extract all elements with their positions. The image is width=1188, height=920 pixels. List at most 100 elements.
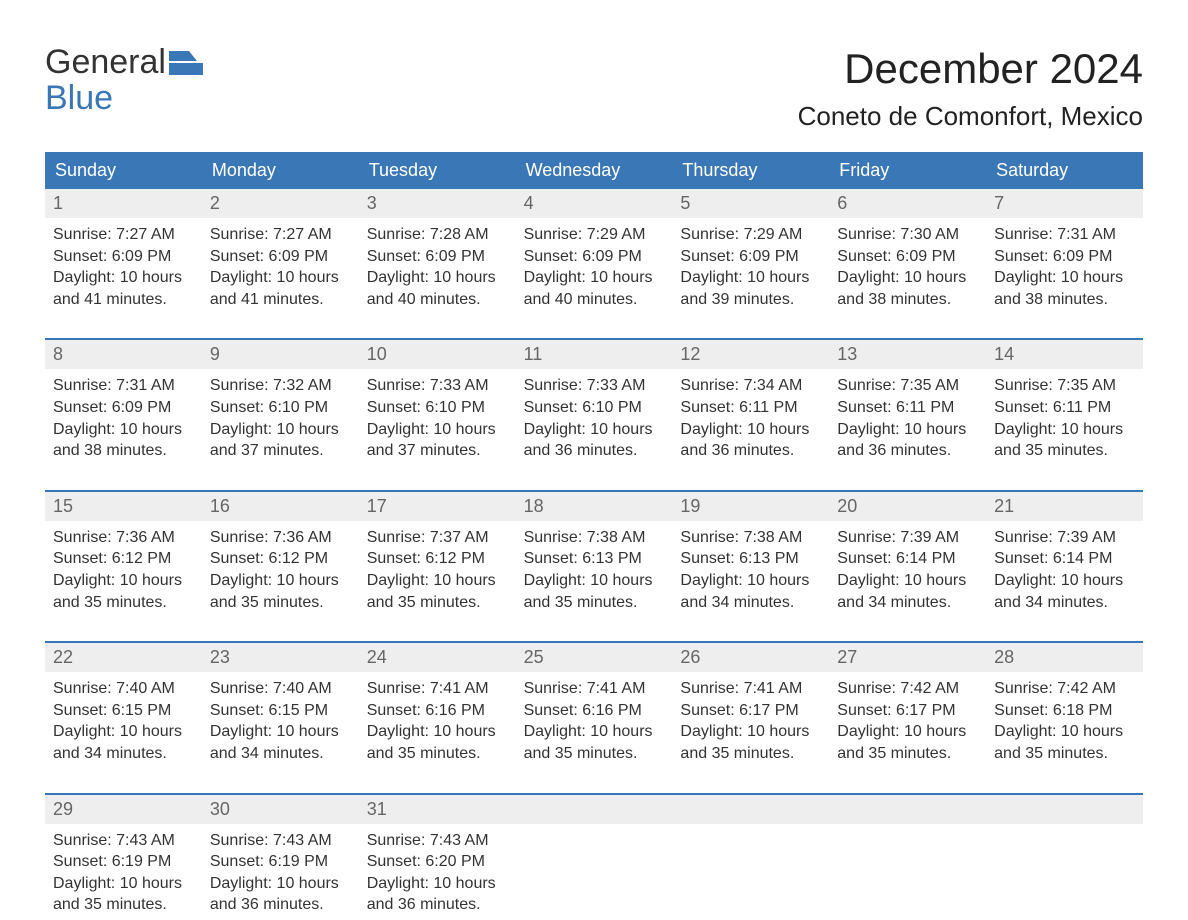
daylight-line-2: and 36 minutes. — [210, 894, 351, 916]
sunset-line: Sunset: 6:17 PM — [680, 700, 821, 722]
sunset-line: Sunset: 6:11 PM — [994, 397, 1135, 419]
day-cell: Sunrise: 7:36 AMSunset: 6:12 PMDaylight:… — [202, 521, 359, 617]
sunrise-line: Sunrise: 7:33 AM — [524, 375, 665, 397]
logo-text-2: Blue — [45, 81, 203, 117]
daylight-line-2: and 41 minutes. — [210, 289, 351, 311]
day-cell: Sunrise: 7:34 AMSunset: 6:11 PMDaylight:… — [672, 369, 829, 465]
sunrise-line: Sunrise: 7:35 AM — [994, 375, 1135, 397]
daylight-line-2: and 41 minutes. — [53, 289, 194, 311]
sunrise-line: Sunrise: 7:41 AM — [524, 678, 665, 700]
daylight-line-2: and 36 minutes. — [680, 440, 821, 462]
sunrise-line: Sunrise: 7:36 AM — [210, 527, 351, 549]
sunset-line: Sunset: 6:13 PM — [680, 548, 821, 570]
dow-wednesday: Wednesday — [516, 152, 673, 189]
sunrise-line: Sunrise: 7:41 AM — [680, 678, 821, 700]
sunrise-line: Sunrise: 7:41 AM — [367, 678, 508, 700]
calendar-week: 22232425262728Sunrise: 7:40 AMSunset: 6:… — [45, 641, 1143, 768]
daylight-line-1: Daylight: 10 hours — [367, 267, 508, 289]
day-cell: Sunrise: 7:35 AMSunset: 6:11 PMDaylight:… — [829, 369, 986, 465]
day-number-row: 15161718192021 — [45, 492, 1143, 521]
day-number: 26 — [672, 643, 829, 672]
day-number: 11 — [516, 340, 673, 369]
day-cell: Sunrise: 7:28 AMSunset: 6:09 PMDaylight:… — [359, 218, 516, 314]
daylight-line-1: Daylight: 10 hours — [367, 873, 508, 895]
day-number: 5 — [672, 189, 829, 218]
day-number: 29 — [45, 795, 202, 824]
sunset-line: Sunset: 6:09 PM — [524, 246, 665, 268]
sunset-line: Sunset: 6:17 PM — [837, 700, 978, 722]
daylight-line-2: and 36 minutes. — [837, 440, 978, 462]
sunset-line: Sunset: 6:14 PM — [994, 548, 1135, 570]
logo-flag-icon — [169, 51, 203, 75]
daylight-line-1: Daylight: 10 hours — [994, 419, 1135, 441]
day-cell: Sunrise: 7:43 AMSunset: 6:19 PMDaylight:… — [202, 824, 359, 920]
sunrise-line: Sunrise: 7:39 AM — [837, 527, 978, 549]
sunset-line: Sunset: 6:09 PM — [53, 246, 194, 268]
day-cell: Sunrise: 7:35 AMSunset: 6:11 PMDaylight:… — [986, 369, 1143, 465]
sunrise-line: Sunrise: 7:39 AM — [994, 527, 1135, 549]
daylight-line-1: Daylight: 10 hours — [53, 267, 194, 289]
daylight-line-2: and 35 minutes. — [367, 592, 508, 614]
daylight-line-2: and 36 minutes. — [367, 894, 508, 916]
day-cell: Sunrise: 7:29 AMSunset: 6:09 PMDaylight:… — [516, 218, 673, 314]
calendar-week: 891011121314Sunrise: 7:31 AMSunset: 6:09… — [45, 338, 1143, 465]
daylight-line-2: and 38 minutes. — [994, 289, 1135, 311]
sunrise-line: Sunrise: 7:30 AM — [837, 224, 978, 246]
month-title: December 2024 — [798, 45, 1143, 93]
sunrise-line: Sunrise: 7:28 AM — [367, 224, 508, 246]
daylight-line-2: and 34 minutes. — [53, 743, 194, 765]
day-cell: Sunrise: 7:31 AMSunset: 6:09 PMDaylight:… — [986, 218, 1143, 314]
daylight-line-1: Daylight: 10 hours — [994, 267, 1135, 289]
calendar-grid: Sunday Monday Tuesday Wednesday Thursday… — [45, 152, 1143, 920]
sunrise-line: Sunrise: 7:38 AM — [680, 527, 821, 549]
daylight-line-2: and 34 minutes. — [837, 592, 978, 614]
daylight-line-2: and 37 minutes. — [210, 440, 351, 462]
sunrise-line: Sunrise: 7:43 AM — [367, 830, 508, 852]
daylight-line-1: Daylight: 10 hours — [524, 721, 665, 743]
day-cell: Sunrise: 7:41 AMSunset: 6:16 PMDaylight:… — [359, 672, 516, 768]
sunset-line: Sunset: 6:19 PM — [53, 851, 194, 873]
daylight-line-2: and 36 minutes. — [524, 440, 665, 462]
sunrise-line: Sunrise: 7:29 AM — [680, 224, 821, 246]
location-subtitle: Coneto de Comonfort, Mexico — [798, 101, 1143, 132]
daylight-line-1: Daylight: 10 hours — [210, 570, 351, 592]
sunset-line: Sunset: 6:16 PM — [524, 700, 665, 722]
sunrise-line: Sunrise: 7:37 AM — [367, 527, 508, 549]
sunset-line: Sunset: 6:12 PM — [367, 548, 508, 570]
sunset-line: Sunset: 6:09 PM — [210, 246, 351, 268]
day-number: 15 — [45, 492, 202, 521]
sunset-line: Sunset: 6:15 PM — [53, 700, 194, 722]
day-cell: Sunrise: 7:40 AMSunset: 6:15 PMDaylight:… — [45, 672, 202, 768]
dow-thursday: Thursday — [672, 152, 829, 189]
daylight-line-2: and 35 minutes. — [53, 592, 194, 614]
day-number: 9 — [202, 340, 359, 369]
day-number: 4 — [516, 189, 673, 218]
day-number: 13 — [829, 340, 986, 369]
day-number: 23 — [202, 643, 359, 672]
day-cell: Sunrise: 7:39 AMSunset: 6:14 PMDaylight:… — [829, 521, 986, 617]
day-number: 28 — [986, 643, 1143, 672]
sunrise-line: Sunrise: 7:36 AM — [53, 527, 194, 549]
day-cell: Sunrise: 7:39 AMSunset: 6:14 PMDaylight:… — [986, 521, 1143, 617]
daylight-line-2: and 38 minutes. — [53, 440, 194, 462]
daylight-line-1: Daylight: 10 hours — [210, 873, 351, 895]
daylight-line-1: Daylight: 10 hours — [210, 419, 351, 441]
day-number: 1 — [45, 189, 202, 218]
sunset-line: Sunset: 6:20 PM — [367, 851, 508, 873]
sunset-line: Sunset: 6:16 PM — [367, 700, 508, 722]
day-number: 21 — [986, 492, 1143, 521]
sunrise-line: Sunrise: 7:29 AM — [524, 224, 665, 246]
daylight-line-1: Daylight: 10 hours — [367, 419, 508, 441]
day-number — [516, 795, 673, 824]
sunset-line: Sunset: 6:09 PM — [367, 246, 508, 268]
day-number: 27 — [829, 643, 986, 672]
sunset-line: Sunset: 6:13 PM — [524, 548, 665, 570]
sunrise-line: Sunrise: 7:43 AM — [210, 830, 351, 852]
day-cell: Sunrise: 7:37 AMSunset: 6:12 PMDaylight:… — [359, 521, 516, 617]
sunrise-line: Sunrise: 7:42 AM — [837, 678, 978, 700]
calendar-week: 293031Sunrise: 7:43 AMSunset: 6:19 PMDay… — [45, 793, 1143, 920]
dow-sunday: Sunday — [45, 152, 202, 189]
day-of-week-header: Sunday Monday Tuesday Wednesday Thursday… — [45, 152, 1143, 189]
day-number-row: 293031 — [45, 795, 1143, 824]
sunrise-line: Sunrise: 7:34 AM — [680, 375, 821, 397]
